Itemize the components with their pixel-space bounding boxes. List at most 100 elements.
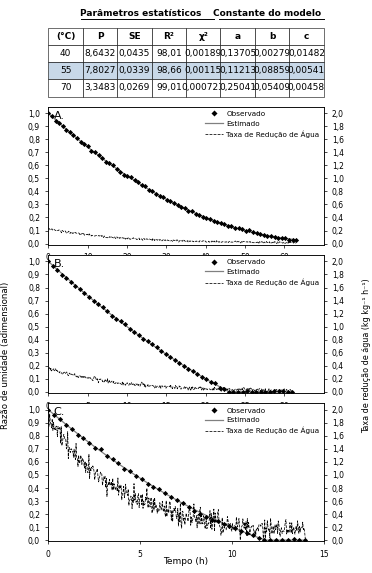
- Point: [180, 499, 186, 508]
- Point: [221, 519, 227, 528]
- Point: [214, 217, 220, 226]
- Point: [200, 212, 206, 221]
- Point: [104, 452, 110, 461]
- Point: [191, 507, 197, 516]
- Point: [132, 175, 138, 185]
- Point: [128, 172, 134, 182]
- Point: [136, 330, 142, 339]
- Point: [98, 445, 104, 454]
- Point: [80, 434, 86, 443]
- Point: [81, 139, 87, 148]
- Point: [203, 214, 209, 223]
- Point: [109, 311, 115, 320]
- Point: [215, 517, 221, 526]
- Point: [217, 383, 223, 393]
- Point: [45, 257, 51, 266]
- Point: [275, 233, 281, 242]
- Point: [133, 471, 139, 480]
- Point: [257, 387, 263, 397]
- Point: [280, 387, 286, 396]
- Point: [240, 387, 246, 397]
- Point: [225, 221, 231, 230]
- Point: [160, 193, 166, 202]
- Point: [57, 415, 63, 424]
- Point: [221, 384, 227, 393]
- Point: [127, 466, 133, 476]
- Point: [77, 284, 83, 293]
- Point: [267, 387, 273, 397]
- Point: [142, 182, 148, 191]
- Point: [286, 236, 292, 245]
- Point: [113, 165, 119, 174]
- Text: Taxa de redução de água (kg kg⁻¹ h⁻¹): Taxa de redução de água (kg kg⁻¹ h⁻¹): [362, 278, 371, 433]
- Point: [243, 226, 249, 235]
- Point: [261, 230, 267, 240]
- Point: [189, 207, 195, 216]
- Text: A.: A.: [54, 111, 65, 121]
- Point: [244, 387, 250, 396]
- Point: [248, 387, 254, 397]
- Point: [285, 536, 291, 545]
- Point: [96, 151, 102, 160]
- Point: [63, 125, 69, 134]
- Point: [231, 387, 237, 397]
- Point: [181, 361, 187, 370]
- Point: [273, 536, 279, 545]
- Point: [86, 438, 92, 448]
- Point: [149, 339, 155, 348]
- Point: [209, 515, 215, 524]
- Point: [153, 189, 159, 198]
- Point: [279, 234, 285, 243]
- Point: [157, 191, 163, 201]
- Point: [167, 196, 173, 205]
- Point: [45, 405, 51, 414]
- Point: [212, 379, 218, 388]
- Point: [250, 227, 256, 237]
- Point: [203, 512, 209, 521]
- Point: [232, 524, 238, 533]
- Point: [167, 353, 173, 362]
- Point: [285, 387, 291, 396]
- Point: [262, 536, 267, 545]
- Point: [140, 334, 146, 343]
- Point: [293, 235, 299, 244]
- Point: [60, 121, 66, 130]
- Legend: Observado, Estimado, Taxa de Redução de Água: Observado, Estimado, Taxa de Redução de …: [205, 407, 320, 435]
- Point: [257, 230, 263, 239]
- Point: [124, 171, 130, 180]
- Point: [68, 277, 74, 286]
- Point: [268, 231, 274, 240]
- Point: [235, 387, 241, 397]
- Point: [226, 387, 232, 397]
- Point: [199, 372, 205, 381]
- Point: [247, 226, 253, 235]
- Point: [197, 509, 203, 518]
- Point: [174, 200, 180, 209]
- Point: [239, 225, 245, 234]
- Point: [171, 198, 177, 207]
- Point: [89, 146, 94, 155]
- Point: [126, 324, 132, 333]
- Point: [271, 387, 277, 396]
- Point: [208, 377, 214, 386]
- Point: [73, 281, 78, 291]
- Point: [146, 185, 152, 194]
- Point: [69, 424, 75, 433]
- Point: [104, 307, 110, 316]
- Point: [100, 303, 106, 312]
- Point: [276, 387, 282, 396]
- Point: [99, 154, 105, 163]
- Point: [67, 128, 73, 137]
- Point: [117, 168, 123, 177]
- Point: [139, 474, 145, 483]
- Point: [64, 273, 70, 282]
- Point: [145, 336, 151, 346]
- Point: [162, 489, 168, 498]
- Point: [282, 233, 288, 242]
- Point: [74, 430, 80, 439]
- Point: [121, 170, 127, 179]
- Point: [168, 492, 174, 501]
- Point: [135, 177, 141, 186]
- Point: [56, 119, 62, 128]
- Point: [253, 387, 259, 397]
